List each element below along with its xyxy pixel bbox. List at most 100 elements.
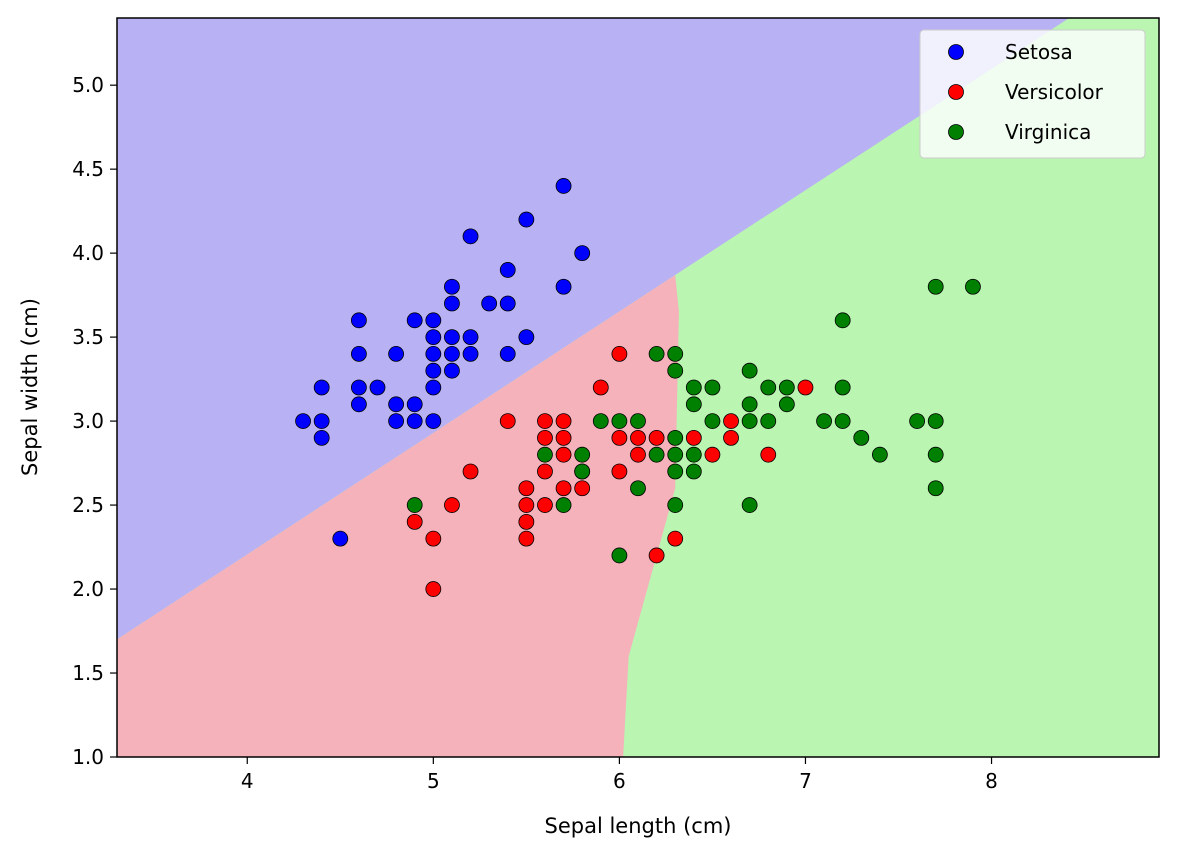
point-setosa [444, 295, 460, 312]
point-setosa [313, 413, 330, 429]
point-setosa [313, 379, 330, 396]
point-virginica [667, 446, 684, 463]
plot-frame [116, 17, 1160, 758]
point-versicolor [760, 446, 777, 463]
point-setosa [481, 295, 498, 312]
point-versicolor [537, 463, 553, 480]
point-virginica [648, 446, 665, 463]
point-versicolor [518, 480, 535, 497]
x-tick-label: 5 [427, 769, 440, 793]
point-virginica [741, 396, 758, 413]
point-setosa [462, 228, 479, 245]
point-versicolor [537, 413, 553, 429]
legend-marker-virginica [948, 124, 964, 140]
region-versicolor [117, 274, 679, 757]
series-virginica [406, 278, 981, 564]
x-axis: 4 5 6 7 8 [241, 757, 998, 793]
point-versicolor [406, 513, 423, 530]
point-versicolor [518, 513, 535, 530]
point-setosa [295, 413, 311, 429]
point-virginica [537, 446, 553, 463]
point-virginica [685, 396, 702, 413]
legend-label-versicolor: Versicolor [1005, 80, 1104, 104]
point-virginica [574, 463, 591, 480]
point-virginica [741, 497, 758, 513]
point-setosa [518, 329, 535, 346]
point-virginica [760, 413, 777, 429]
point-virginica [685, 463, 702, 480]
region-setosa [117, 18, 1070, 640]
point-versicolor [611, 463, 628, 480]
x-tick-label: 6 [613, 769, 626, 793]
point-setosa [406, 396, 423, 413]
point-setosa [425, 379, 442, 396]
point-virginica [965, 278, 981, 295]
point-virginica [816, 413, 832, 429]
point-setosa [425, 329, 442, 346]
point-versicolor [797, 379, 814, 396]
point-versicolor [630, 446, 646, 463]
point-versicolor [555, 413, 572, 429]
point-virginica [704, 413, 721, 429]
point-versicolor [462, 463, 479, 480]
point-setosa [574, 245, 591, 262]
point-versicolor [685, 429, 702, 446]
point-versicolor [425, 581, 442, 597]
point-virginica [834, 379, 851, 396]
point-setosa [499, 262, 516, 278]
point-setosa [350, 379, 367, 396]
point-setosa [369, 379, 386, 396]
point-versicolor [704, 446, 721, 463]
point-virginica [927, 278, 944, 295]
point-setosa [425, 413, 442, 429]
point-virginica [871, 446, 888, 463]
legend-label-setosa: Setosa [1005, 40, 1073, 64]
point-virginica [685, 446, 702, 463]
point-setosa [444, 278, 460, 295]
point-virginica [611, 413, 628, 429]
point-setosa [555, 178, 572, 194]
point-versicolor [518, 497, 535, 513]
point-setosa [444, 329, 460, 346]
point-setosa [444, 362, 460, 379]
point-virginica [611, 547, 628, 564]
series-setosa [295, 178, 591, 547]
point-virginica [406, 497, 423, 513]
y-axis-label: Sepal width (cm) [18, 298, 42, 476]
point-setosa [313, 429, 330, 446]
point-versicolor [574, 480, 591, 497]
point-versicolor [537, 429, 553, 446]
x-tick-label: 8 [985, 769, 998, 793]
point-setosa [499, 346, 516, 362]
y-axis: 1.0 1.5 2.0 2.5 3.0 3.5 4.0 4.5 5.0 [72, 73, 117, 769]
y-tick-label: 5.0 [72, 73, 104, 97]
point-setosa [499, 295, 516, 312]
point-setosa [462, 329, 479, 346]
y-tick-label: 1.5 [72, 661, 104, 685]
point-virginica [704, 379, 721, 396]
point-versicolor [555, 429, 572, 446]
point-virginica [741, 362, 758, 379]
point-setosa [406, 312, 423, 329]
point-setosa [350, 396, 367, 413]
y-tick-label: 2.5 [72, 493, 104, 517]
point-versicolor [611, 429, 628, 446]
y-tick-label: 4.5 [72, 157, 104, 181]
point-setosa [332, 530, 349, 547]
legend-marker-setosa [948, 44, 964, 60]
point-versicolor [444, 497, 460, 513]
point-virginica [648, 346, 665, 362]
y-tick-label: 4.0 [72, 241, 104, 265]
y-tick-label: 3.5 [72, 325, 104, 349]
point-virginica [667, 429, 684, 446]
x-axis-label: Sepal length (cm) [545, 814, 732, 838]
x-tick-label: 4 [241, 769, 254, 793]
point-versicolor [518, 530, 535, 547]
point-virginica [667, 463, 684, 480]
point-virginica [778, 396, 795, 413]
point-versicolor [537, 497, 553, 513]
point-versicolor [611, 346, 628, 362]
point-setosa [425, 312, 442, 329]
point-virginica [555, 497, 572, 513]
